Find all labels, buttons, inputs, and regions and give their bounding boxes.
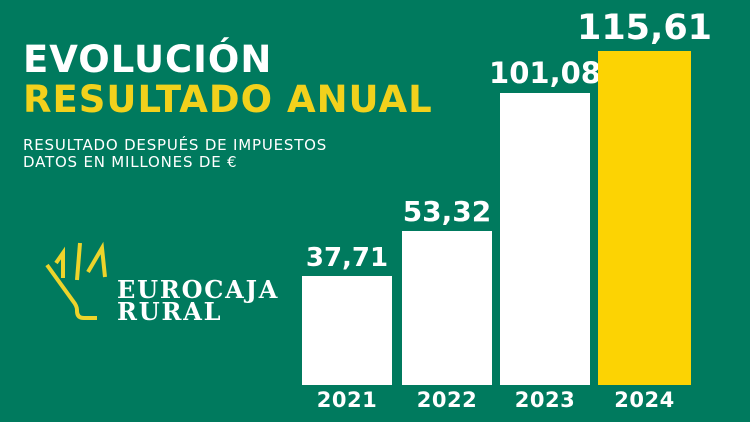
logo-text-line1: EUROCAJA <box>117 275 280 304</box>
page-title: EVOLUCIÓN RESULTADO ANUAL <box>23 40 433 120</box>
chart-subtitle: RESULTADO DESPUÉS DE IMPUESTOS DATOS EN … <box>23 137 327 171</box>
value-label-2024: 115,61 <box>576 8 713 48</box>
mark-peak <box>86 241 107 278</box>
bar-2022 <box>402 231 492 385</box>
bar-2023 <box>500 93 590 385</box>
logo-text-line2: RURAL <box>117 296 223 326</box>
bar-2021 <box>302 276 392 385</box>
title-line2: RESULTADO ANUAL <box>23 78 433 121</box>
subtitle-line2: DATOS EN MILLONES DE € <box>23 153 238 171</box>
value-label-2021: 37,71 <box>305 243 389 273</box>
eurocaja-rural-mark-icon <box>45 241 107 320</box>
eurocaja-rural-logo: EUROCAJA RURAL <box>117 275 280 326</box>
value-label-2022: 53,32 <box>402 195 492 228</box>
subtitle-line1: RESULTADO DESPUÉS DE IMPUESTOS <box>23 136 328 154</box>
year-label-2022: 2022 <box>416 388 478 412</box>
value-label-2023: 101,08 <box>489 56 601 90</box>
bar-2024 <box>598 51 691 385</box>
mark-middle-line <box>75 242 82 281</box>
mark-stem <box>45 263 97 320</box>
year-label-2024: 2024 <box>614 388 675 412</box>
year-label-2023: 2023 <box>514 388 576 412</box>
year-label-2021: 2021 <box>316 388 378 412</box>
title-line1: EVOLUCIÓN <box>23 38 273 81</box>
mark-chevron <box>54 246 65 278</box>
